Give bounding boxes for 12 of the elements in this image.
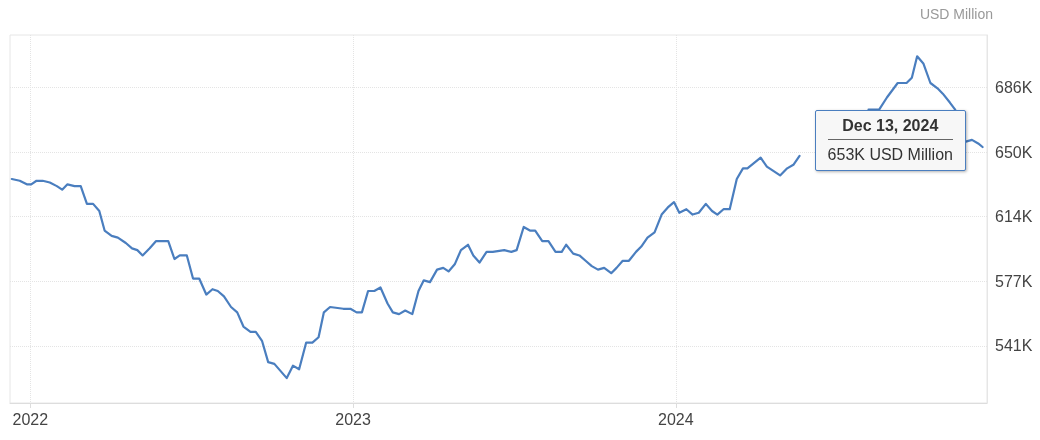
y-tick-label: 686K [995, 79, 1033, 97]
y-tick-label: 541K [995, 337, 1033, 355]
annotation: 653K USD Million [827, 145, 953, 164]
tooltip-box: Dec 13, 2024 653K USD Million [814, 109, 966, 171]
x-tick-label: 2023 [335, 410, 371, 428]
x-tick-label: 2022 [12, 410, 49, 428]
x-tick-label: 2024 [657, 410, 694, 428]
y-tick-label: 650K [995, 143, 1033, 161]
y-tick-label: 577K [995, 272, 1033, 290]
annotation: Dec 13, 2024 [827, 116, 953, 140]
y-axis-title: USD Million [919, 6, 993, 22]
y-tick-label: 614K [995, 208, 1033, 226]
